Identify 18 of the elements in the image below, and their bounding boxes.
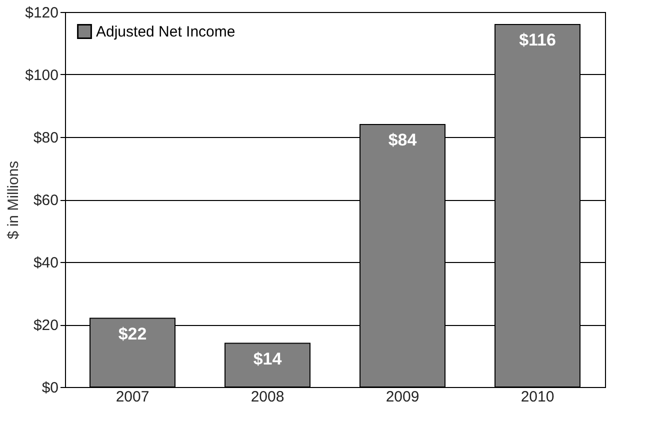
y-tick-label: $80 <box>33 130 58 146</box>
y-tick-label: $40 <box>33 254 58 272</box>
x-tick-label: 2010 <box>520 388 554 406</box>
y-tick-label: $20 <box>33 317 58 334</box>
y-tick-label: $60 <box>33 192 58 209</box>
y-axis-title: $ in Millions <box>5 160 22 240</box>
data-label: $84 <box>388 130 418 150</box>
data-label: $14 <box>253 349 282 368</box>
y-tick-label: $100 <box>25 67 58 84</box>
legend-label: Adjusted Net Income <box>96 24 236 40</box>
bar <box>224 342 310 388</box>
y-tick-label: $120 <box>25 4 58 22</box>
x-tick-label: 2007 <box>116 388 150 406</box>
x-tick-label: 2008 <box>250 388 284 406</box>
data-label: $116 <box>519 30 556 50</box>
y-tick-label: $0 <box>42 380 58 396</box>
data-label: $22 <box>118 324 147 344</box>
x-tick-label: 2009 <box>386 388 420 406</box>
